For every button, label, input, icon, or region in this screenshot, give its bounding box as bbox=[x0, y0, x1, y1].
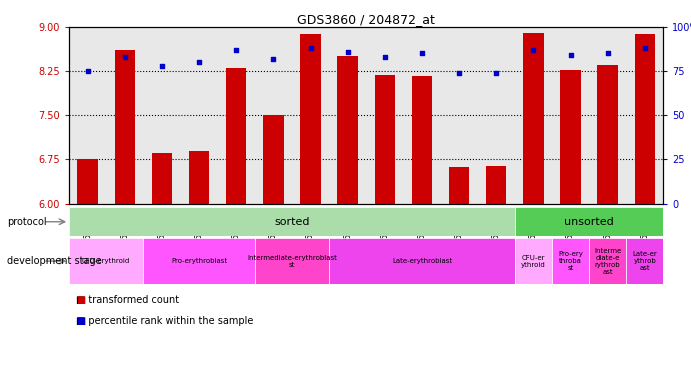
Point bbox=[342, 48, 353, 55]
Text: ■: ■ bbox=[76, 295, 85, 305]
Bar bbox=[329, 238, 515, 284]
Bar bbox=[263, 115, 283, 204]
Text: Pro-erythroblast: Pro-erythroblast bbox=[171, 258, 227, 264]
Bar bbox=[449, 167, 469, 204]
Title: GDS3860 / 204872_at: GDS3860 / 204872_at bbox=[297, 13, 435, 26]
Text: Late-er
ythrob
ast: Late-er ythrob ast bbox=[632, 251, 657, 271]
Bar bbox=[412, 76, 432, 204]
Bar bbox=[77, 159, 98, 204]
Text: sorted: sorted bbox=[274, 217, 310, 227]
Bar bbox=[337, 56, 358, 204]
Text: development stage: development stage bbox=[7, 256, 102, 266]
Text: ■ percentile rank within the sample: ■ percentile rank within the sample bbox=[76, 316, 254, 326]
Bar bbox=[152, 154, 172, 204]
Text: CFU-er
ythroid: CFU-er ythroid bbox=[521, 255, 546, 268]
Bar bbox=[598, 65, 618, 204]
Point bbox=[231, 47, 242, 53]
Text: unsorted: unsorted bbox=[565, 217, 614, 227]
Bar bbox=[255, 238, 329, 284]
Point bbox=[305, 45, 316, 51]
Bar bbox=[560, 70, 580, 204]
Text: Pro-ery
throba
st: Pro-ery throba st bbox=[558, 251, 583, 271]
Point bbox=[379, 54, 390, 60]
Point bbox=[193, 59, 205, 65]
Bar bbox=[515, 238, 552, 284]
Bar bbox=[69, 238, 143, 284]
Point bbox=[156, 63, 167, 69]
Point bbox=[120, 54, 131, 60]
Bar bbox=[375, 75, 395, 204]
Text: Interme
diate-e
rythrob
ast: Interme diate-e rythrob ast bbox=[594, 248, 621, 275]
Bar bbox=[301, 34, 321, 204]
Bar bbox=[69, 207, 515, 236]
Bar bbox=[515, 207, 663, 236]
Bar bbox=[143, 238, 255, 284]
Point bbox=[417, 50, 428, 56]
Bar bbox=[552, 238, 589, 284]
Point bbox=[268, 56, 279, 62]
Point bbox=[82, 68, 93, 74]
Text: protocol: protocol bbox=[7, 217, 46, 227]
Point bbox=[453, 70, 464, 76]
Text: CFU-erythroid: CFU-erythroid bbox=[82, 258, 131, 264]
Bar bbox=[634, 34, 655, 204]
Bar bbox=[115, 50, 135, 204]
Text: Intermediate-erythroblast
st: Intermediate-erythroblast st bbox=[247, 255, 337, 268]
Bar bbox=[486, 166, 507, 204]
Bar bbox=[523, 33, 544, 204]
Point bbox=[602, 50, 613, 56]
Bar bbox=[626, 238, 663, 284]
Point bbox=[528, 47, 539, 53]
Bar bbox=[189, 151, 209, 204]
Point bbox=[491, 70, 502, 76]
Point bbox=[639, 45, 650, 51]
Point bbox=[565, 52, 576, 58]
Bar bbox=[226, 68, 247, 204]
Text: ■: ■ bbox=[76, 316, 85, 326]
Text: Late-erythroblast: Late-erythroblast bbox=[392, 258, 452, 264]
Text: ■ transformed count: ■ transformed count bbox=[76, 295, 179, 305]
Bar bbox=[589, 238, 626, 284]
